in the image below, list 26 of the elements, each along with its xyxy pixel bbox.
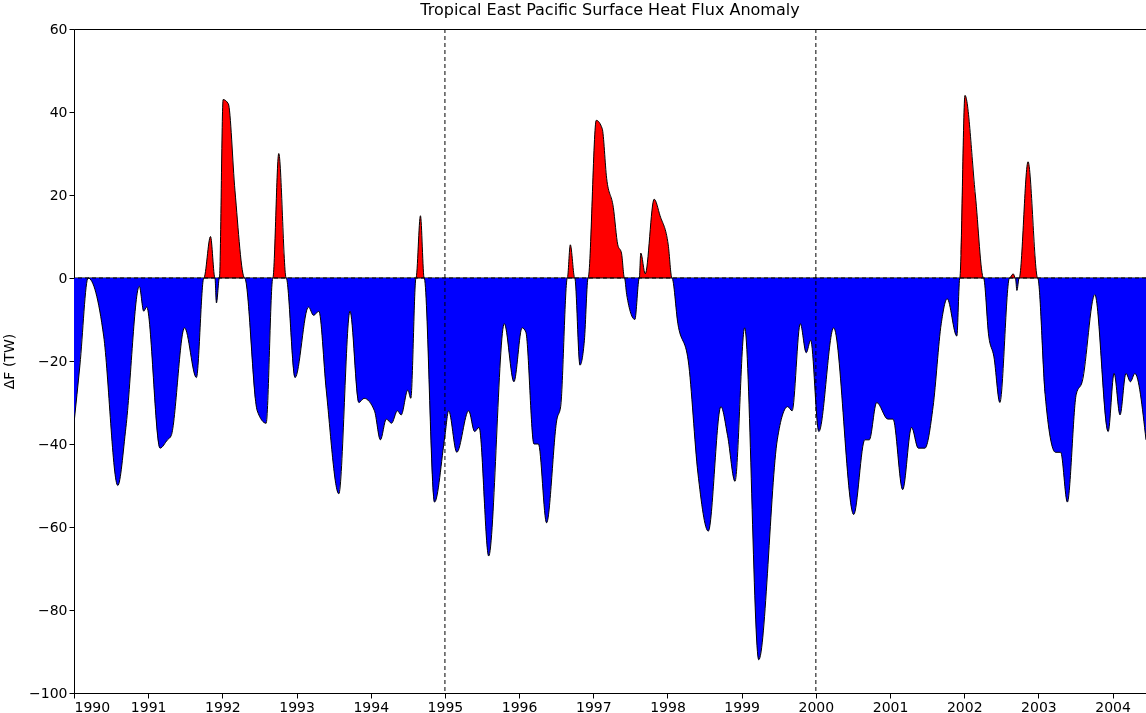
- y-tick-label: −40: [37, 435, 68, 452]
- x-tick-label: 2002: [946, 698, 983, 713]
- x-tick-label: 1996: [501, 698, 538, 713]
- y-tick-label: −20: [37, 352, 68, 369]
- x-tick-label: 1991: [130, 698, 167, 713]
- x-tick-label: 2003: [1021, 698, 1057, 713]
- x-tick-label: 2004: [1095, 698, 1132, 713]
- x-tick-label: 2001: [872, 698, 909, 713]
- y-tick-label: −80: [37, 601, 68, 618]
- x-tick-label: 2000: [798, 698, 835, 713]
- x-tick-label: 1992: [205, 698, 241, 713]
- x-tick-label: 1995: [427, 698, 464, 713]
- y-tick-label: 60: [49, 20, 68, 37]
- x-tick-label: 1998: [650, 698, 686, 713]
- y-tick-label: 20: [49, 186, 68, 203]
- y-tick-label: 0: [58, 269, 68, 286]
- y-tick-label: −60: [37, 518, 68, 535]
- x-tick-label: 1993: [279, 698, 315, 713]
- y-tick-label: 40: [49, 103, 68, 120]
- x-tick-label: 1997: [575, 698, 612, 713]
- x-tick-label: 1990: [74, 698, 111, 713]
- x-tick-label: 1999: [724, 698, 760, 713]
- x-tick-label: 1994: [353, 698, 390, 713]
- y-tick-label: −100: [29, 684, 68, 701]
- chart-title: Tropical East Pacific Surface Heat Flux Anomaly: [419, 0, 800, 19]
- y-axis-title: ΔF (TW): [1, 333, 18, 390]
